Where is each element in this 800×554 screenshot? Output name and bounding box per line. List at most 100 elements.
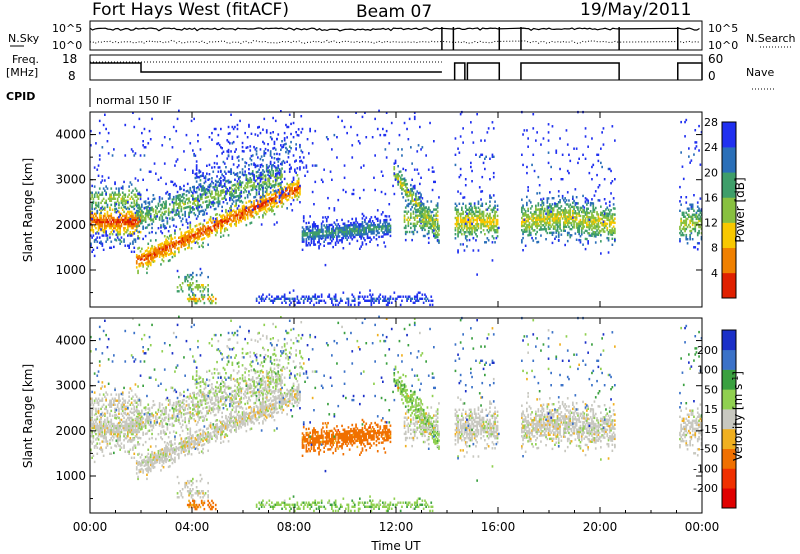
power-cell (366, 299, 369, 302)
power-cell (376, 244, 379, 247)
power-cell (521, 229, 523, 232)
power-cell (551, 215, 554, 218)
power-cell (482, 222, 485, 226)
power-cell (550, 231, 552, 234)
power-cell (541, 228, 544, 231)
power-cell (114, 197, 116, 200)
power-cell (531, 219, 533, 222)
power-cell (135, 229, 138, 232)
power-cell (410, 190, 412, 193)
power-cell (189, 239, 192, 242)
power-cell (603, 222, 606, 225)
power-cell (564, 215, 566, 218)
power-cell (296, 184, 299, 187)
power-cell (584, 221, 587, 224)
power-cell (248, 168, 250, 171)
power-cell (260, 202, 263, 205)
power-cell (338, 301, 341, 304)
power-cell (193, 154, 195, 157)
power-cell (491, 218, 494, 222)
power-cell (271, 164, 273, 167)
power-cell (271, 199, 273, 203)
power-cell (394, 297, 397, 300)
power-cell (608, 229, 611, 232)
power-cell (385, 299, 388, 302)
power-cell (419, 220, 421, 223)
power-cell (180, 241, 183, 244)
power-cell (556, 211, 559, 214)
power-cell (195, 168, 198, 171)
power-cell (471, 216, 473, 220)
power-cell (421, 218, 424, 221)
power-cell (295, 171, 297, 174)
power-cell (407, 194, 410, 198)
power-cell (338, 231, 341, 234)
power-cell (190, 234, 193, 238)
power-cell (373, 226, 375, 229)
power-cell (555, 221, 558, 224)
power-cell (332, 245, 334, 249)
power-cell (566, 219, 569, 222)
power-cell (158, 243, 161, 246)
power-cell (470, 220, 472, 224)
power-cell (471, 208, 473, 211)
power-cell (106, 222, 109, 226)
power-cell (127, 206, 129, 209)
power-cell (227, 213, 230, 217)
power-cell (129, 224, 132, 228)
power-cell (217, 226, 220, 229)
power-cell (309, 215, 311, 218)
power-cell (161, 252, 164, 255)
power-cell (109, 224, 111, 228)
power-cell (251, 174, 254, 177)
power-cell (212, 299, 215, 303)
power-cell (104, 208, 106, 211)
power-cell (114, 203, 116, 207)
power-cell (100, 216, 102, 220)
power-cell (559, 225, 561, 228)
power-cell (281, 191, 283, 195)
power-cell (123, 210, 125, 214)
power-cell (91, 224, 93, 228)
power-cell (607, 218, 610, 222)
power-cell (113, 216, 115, 220)
power-cell (325, 232, 328, 235)
power-cell (139, 168, 142, 171)
power-cell (370, 216, 373, 219)
power-cell (540, 208, 542, 211)
power-cell (311, 229, 314, 232)
power-cell (455, 208, 458, 211)
power-cell (406, 204, 408, 207)
power-cell (272, 209, 274, 212)
power-cell (194, 199, 197, 202)
power-cell (593, 208, 596, 211)
power-cell (189, 223, 192, 226)
power-cell (292, 289, 295, 292)
power-cell (198, 210, 201, 213)
power-cell (368, 230, 370, 233)
power-cell (281, 161, 283, 164)
power-cell (427, 220, 430, 223)
power-cell (179, 216, 181, 219)
power-cell (412, 187, 415, 190)
power-cell (175, 225, 178, 228)
power-cell (593, 218, 596, 222)
power-cell (489, 222, 491, 226)
power-cell (257, 170, 259, 173)
power-cell (184, 210, 186, 214)
power-cell (411, 189, 413, 193)
power-cell (600, 229, 602, 233)
power-cell (255, 150, 258, 153)
power-cell (478, 210, 481, 214)
power-cell (584, 211, 587, 214)
power-cell (404, 189, 407, 192)
power-cell (262, 202, 264, 205)
power-cell (426, 232, 429, 236)
power-cell (369, 236, 371, 239)
power-cell (260, 297, 263, 300)
power-cell (110, 216, 113, 220)
power-cell (278, 158, 281, 161)
power-cell (362, 233, 365, 236)
power-cell (433, 218, 435, 221)
power-cell (167, 209, 170, 213)
